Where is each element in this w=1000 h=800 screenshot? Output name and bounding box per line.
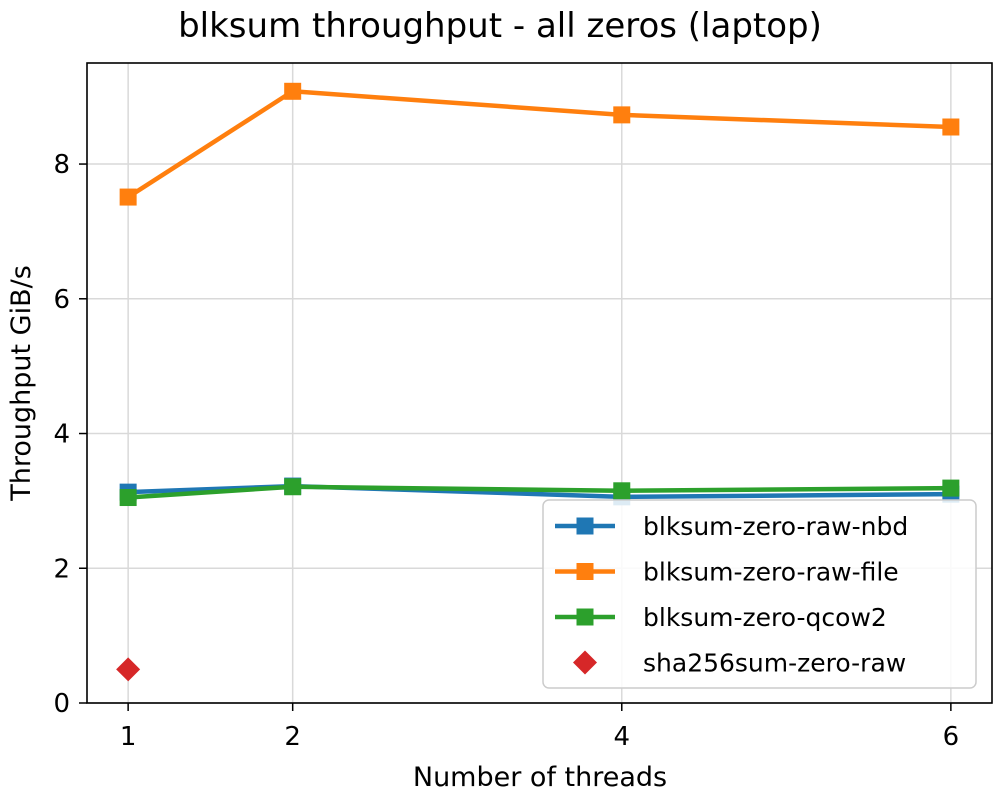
x-tick-label: 4	[613, 722, 630, 752]
legend-label: blksum-zero-qcow2	[643, 603, 887, 632]
x-axis-ticks: 1 2 4 6	[120, 703, 959, 752]
legend-marker	[573, 650, 597, 675]
legend-label: blksum-zero-raw-nbd	[643, 512, 908, 541]
data-point	[613, 482, 631, 500]
series-sha256sum-zero-raw	[116, 657, 141, 682]
legend-marker	[576, 563, 594, 580]
y-tick-label: 6	[53, 285, 70, 315]
x-axis-label: Number of threads	[413, 762, 667, 793]
legend-marker	[576, 608, 594, 626]
data-point	[119, 188, 137, 206]
series-line	[126, 89, 951, 199]
x-tick-label: 6	[943, 722, 960, 752]
data-point	[284, 82, 302, 100]
data-point	[942, 118, 960, 136]
y-tick-label: 0	[53, 689, 70, 719]
y-tick-label: 4	[53, 420, 70, 450]
y-axis-label: Throughput GiB/s	[6, 265, 37, 502]
y-tick-label: 2	[53, 554, 70, 584]
legend-item: blksum-zero-raw-nbd	[555, 512, 908, 541]
legend-label: sha256sum-zero-raw	[643, 649, 906, 678]
legend-item: blksum-zero-qcow2	[555, 603, 887, 632]
data-point	[942, 479, 960, 497]
y-tick-label: 8	[53, 150, 70, 180]
legend-item: sha256sum-zero-raw	[573, 649, 906, 678]
legend-box	[542, 499, 977, 689]
data-point	[119, 489, 137, 507]
data-point	[116, 657, 141, 682]
legend-label: blksum-zero-raw-file	[643, 558, 899, 587]
legend-marker	[576, 517, 594, 535]
plot-series	[116, 82, 960, 682]
series-line	[127, 484, 951, 500]
x-tick-label: 2	[284, 722, 301, 752]
chart-title: blksum throughput - all zeros (laptop)	[178, 6, 822, 46]
plot-frame	[86, 62, 993, 704]
x-tick-label: 1	[120, 722, 137, 752]
data-point	[284, 478, 302, 496]
legend-item: blksum-zero-raw-file	[555, 558, 899, 587]
series-blksum-zero-qcow2	[119, 478, 960, 507]
data-point	[613, 106, 631, 124]
y-axis-ticks: 0 2 4 6 8	[53, 150, 87, 719]
series-line	[128, 483, 951, 500]
legend: blksum-zero-raw-nbd blksum-zero-raw-file b…	[542, 499, 977, 689]
series-blksum-zero-raw-file	[119, 82, 960, 206]
